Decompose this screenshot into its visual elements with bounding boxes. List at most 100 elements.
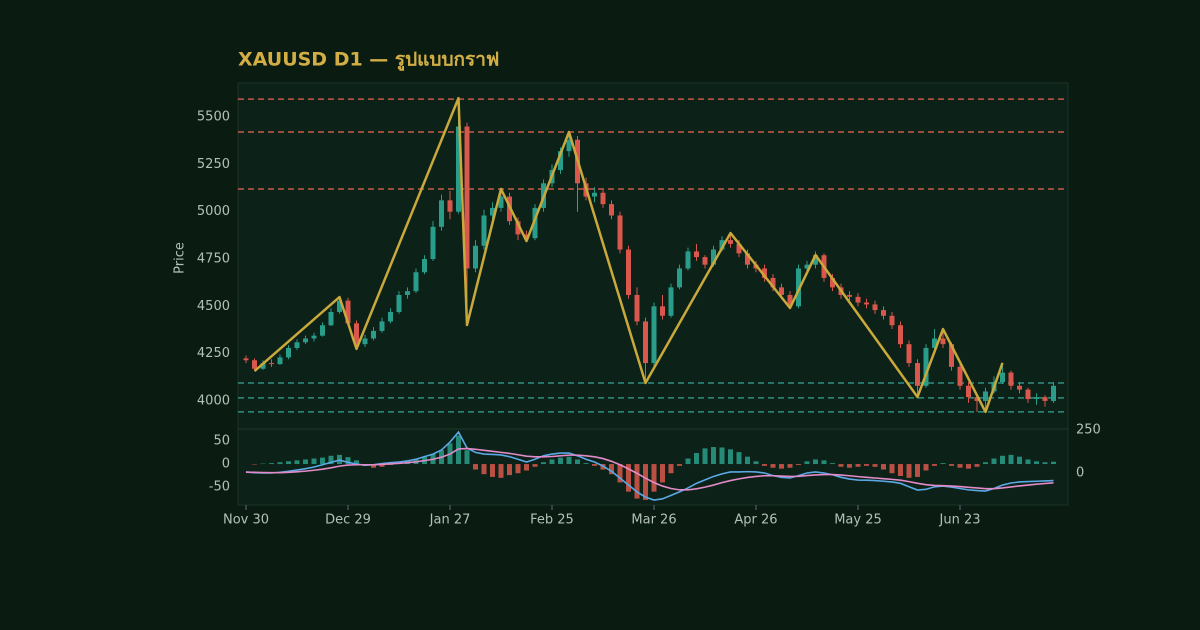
histogram-bar (609, 464, 614, 475)
candle-body (532, 207, 538, 239)
candle-body (881, 310, 886, 316)
candle-body (736, 243, 742, 254)
candle-body (634, 294, 640, 322)
histogram-bar (694, 453, 699, 465)
candle-body (1034, 397, 1039, 400)
candle-body (337, 300, 342, 312)
candle-body (243, 358, 249, 361)
histogram-bar (1000, 455, 1005, 465)
candle-body (660, 306, 665, 316)
y2-tick-label: 250 (1076, 423, 1101, 438)
x-tick-label: Mar 26 (631, 513, 676, 528)
candle-body (796, 268, 801, 307)
histogram-bar (736, 452, 742, 465)
candle-body (685, 251, 691, 269)
candle-body (974, 397, 980, 401)
x-tick-label: Nov 30 (223, 513, 269, 528)
candle-body (430, 226, 436, 260)
histogram-bar (762, 464, 767, 466)
histogram-bar (507, 464, 512, 476)
candle-body (439, 200, 444, 227)
candle-body (668, 287, 674, 316)
candle-body (294, 342, 300, 348)
y-tick-label: 4000 (197, 393, 230, 408)
histogram-bar (524, 464, 529, 471)
histogram-bar (847, 464, 852, 468)
histogram-bar (668, 464, 674, 474)
y-tick-label: 5250 (197, 157, 230, 172)
candle-body (320, 325, 325, 336)
histogram-bar (949, 464, 954, 466)
histogram-bar (490, 464, 495, 477)
histogram-bar (1025, 459, 1031, 465)
histogram-bar (498, 464, 504, 478)
candle-body (566, 139, 572, 152)
histogram-bar (592, 464, 597, 466)
histogram-bar (575, 459, 580, 465)
histogram-bar (473, 464, 478, 470)
x-tick-label: May 25 (834, 513, 882, 528)
x-tick-label: Apr 26 (734, 513, 777, 528)
y-tick-label: 4500 (197, 299, 230, 314)
candle-body (481, 215, 487, 246)
candle-body (498, 196, 504, 208)
candle-body (277, 357, 283, 365)
histogram-bar (881, 464, 886, 470)
candle-body (609, 204, 614, 216)
histogram-bar (532, 464, 538, 467)
histogram-bar (855, 464, 861, 467)
candle-body (787, 294, 793, 307)
histogram-bar (728, 449, 733, 465)
candle-body (770, 277, 776, 288)
histogram-bar (371, 464, 376, 468)
candle-body (702, 257, 708, 265)
histogram-bar (821, 460, 827, 465)
candle-body (447, 200, 453, 212)
histogram-bar (864, 464, 869, 466)
candle-body (779, 287, 784, 295)
candle-body (677, 268, 682, 288)
histogram-bar (915, 464, 920, 477)
histogram-bar (354, 460, 359, 465)
plot-area (237, 82, 1069, 506)
histogram-bar (804, 461, 810, 465)
histogram-bar (1042, 462, 1048, 465)
candle-body (328, 311, 334, 326)
candle-body (855, 296, 861, 303)
histogram-bar (549, 459, 555, 465)
candle-body (379, 321, 385, 331)
histogram-bar (481, 464, 487, 475)
histogram-bar (379, 464, 385, 467)
histogram-bar (923, 464, 929, 471)
histogram-bar (617, 464, 623, 483)
candle-body (473, 245, 478, 269)
histogram-bar (796, 464, 801, 465)
histogram-bar (906, 464, 912, 478)
histogram-bar (838, 464, 844, 467)
histogram-bar (974, 464, 980, 467)
candle-body (515, 221, 521, 235)
histogram-bar (991, 458, 997, 465)
candle-body (413, 272, 419, 292)
histogram-bar (583, 463, 589, 465)
candle-body (940, 338, 946, 345)
candle-body (311, 335, 317, 339)
histogram-bar (685, 458, 691, 465)
candle-body (303, 338, 308, 343)
histogram-bar (294, 460, 300, 465)
candle-body (345, 300, 351, 324)
histogram-bar (787, 464, 793, 468)
histogram-bar (957, 464, 963, 468)
histogram-bar (932, 464, 937, 466)
candle-body (396, 294, 402, 312)
histogram-bar (753, 461, 759, 465)
candle-body (490, 207, 495, 216)
histogram-bar (566, 456, 572, 465)
candle-body (600, 192, 606, 205)
candle-body (847, 294, 852, 297)
histogram-bar (830, 463, 835, 465)
histogram-bar (940, 463, 946, 465)
histogram-bar (1034, 461, 1039, 465)
